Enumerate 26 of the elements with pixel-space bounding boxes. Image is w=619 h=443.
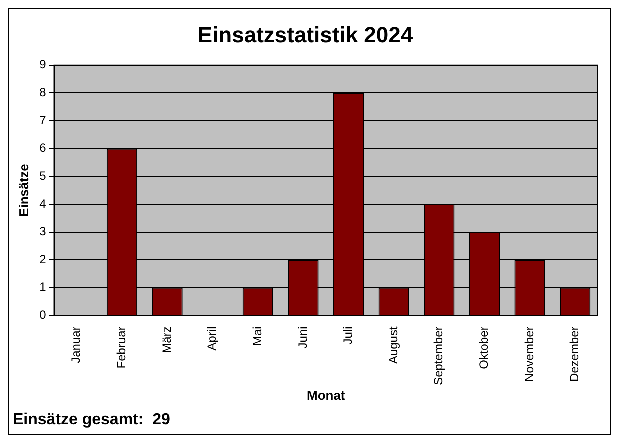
y-tick-label: 6 (40, 141, 47, 156)
y-tick-label: 4 (40, 196, 47, 211)
x-tick-label: Januar (69, 326, 84, 364)
x-tick-label: Juni (296, 326, 310, 349)
y-tick-label: 7 (40, 113, 47, 128)
x-tick-label: März (160, 326, 174, 354)
x-tick-label: November (522, 326, 536, 382)
y-tick-label: 8 (40, 86, 47, 100)
x-tick-label: Dezember (568, 326, 582, 382)
y-tick-label: 2 (40, 252, 47, 266)
y-tick-label: 9 (40, 58, 47, 72)
y-tick-label: 3 (40, 224, 47, 239)
y-axis-title: Einsätze (16, 164, 32, 217)
x-tick-label: August (386, 326, 400, 364)
x-tick-label: September (432, 326, 446, 386)
y-tick-label: 5 (40, 168, 47, 183)
chart-title: Einsatzstatistik 2024 (198, 22, 414, 48)
x-tick-label: Oktober (477, 326, 492, 370)
y-tick-label: 0 (40, 308, 47, 322)
x-tick-label: April (205, 326, 220, 351)
x-tick-label: Mai (250, 326, 264, 346)
x-axis-title: Monat (306, 388, 346, 403)
y-tick-label: 1 (40, 280, 47, 294)
x-tick-label: Juli (341, 326, 356, 345)
x-tick-label: Februar (114, 326, 129, 369)
text: Einsätze gesamt: 29 (13, 411, 170, 428)
